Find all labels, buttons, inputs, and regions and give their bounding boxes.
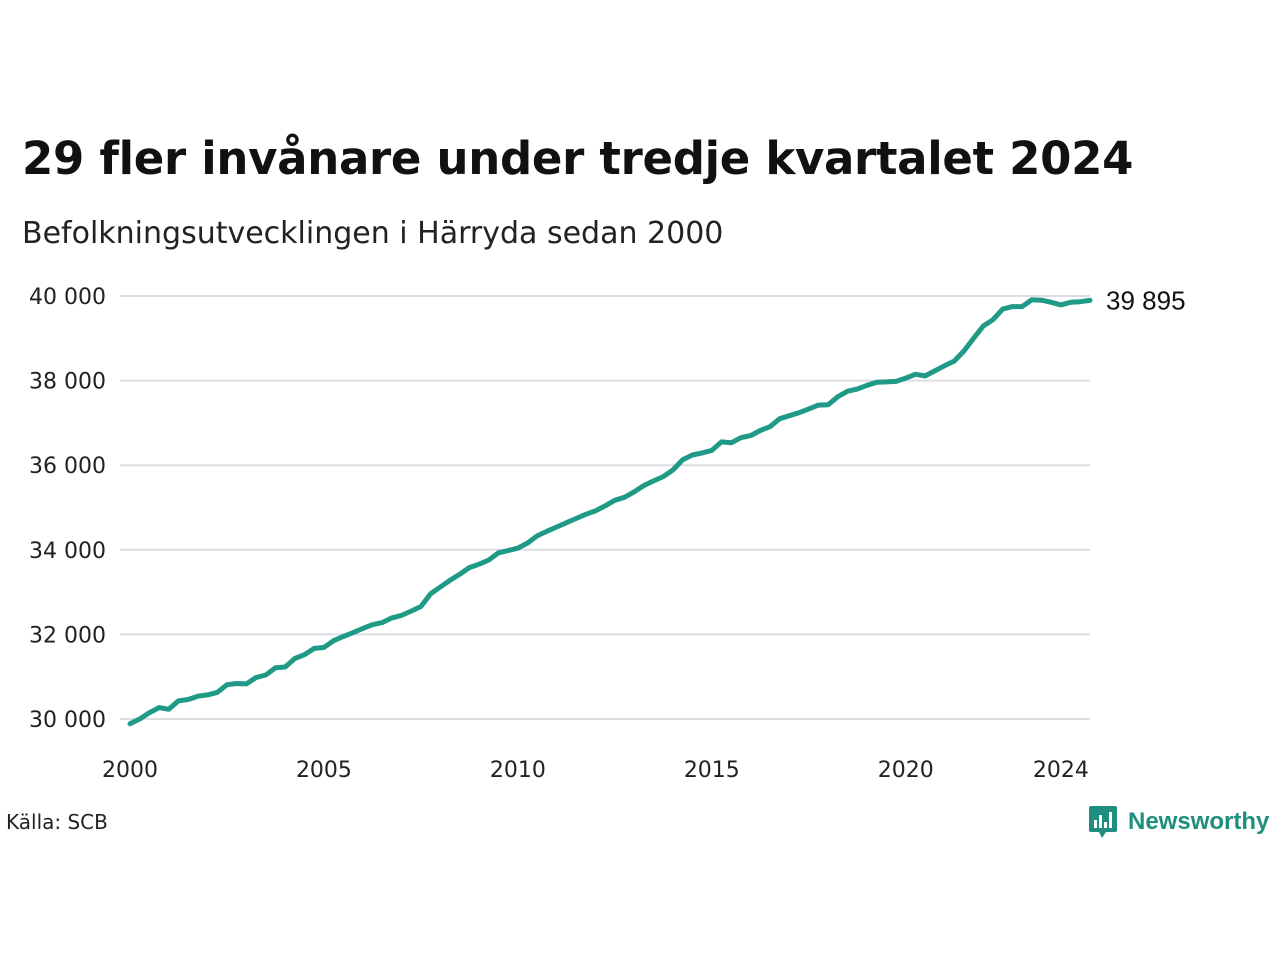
chart-title: 29 fler invånare under tredje kvartalet … [22,132,1134,185]
brand-logo[interactable]: Newsworthy [1088,804,1269,840]
x-axis-ticks: 2000 2005 2010 2015 2020 2024 [102,758,1089,783]
y-tick-label: 30 000 [29,708,106,733]
x-tick-label: 2000 [102,758,158,783]
series-line [127,297,1093,727]
x-tick-label: 2020 [878,758,934,783]
y-tick-label: 36 000 [29,454,106,479]
x-tick-label: 2015 [684,758,740,783]
y-tick-label: 32 000 [29,623,106,648]
x-tick-label: 2010 [490,758,546,783]
y-tick-label: 40 000 [29,285,106,310]
chart-subtitle: Befolkningsutvecklingen i Härryda sedan … [22,216,724,251]
x-tick-label: 2024 [1033,758,1089,783]
y-tick-label: 38 000 [29,370,106,395]
y-axis-ticks: 30 000 32 000 34 000 36 000 38 000 40 000 [29,285,106,733]
newsworthy-logo-icon [1089,806,1117,838]
source-note: Källa: SCB [6,810,108,834]
x-tick-label: 2005 [296,758,352,783]
y-tick-label: 34 000 [29,539,106,564]
end-value-label: 39 895 [1106,285,1186,315]
brand-name: Newsworthy [1128,808,1270,835]
grid-lines [120,295,1090,720]
series-layer: 39 895 [127,285,1186,727]
